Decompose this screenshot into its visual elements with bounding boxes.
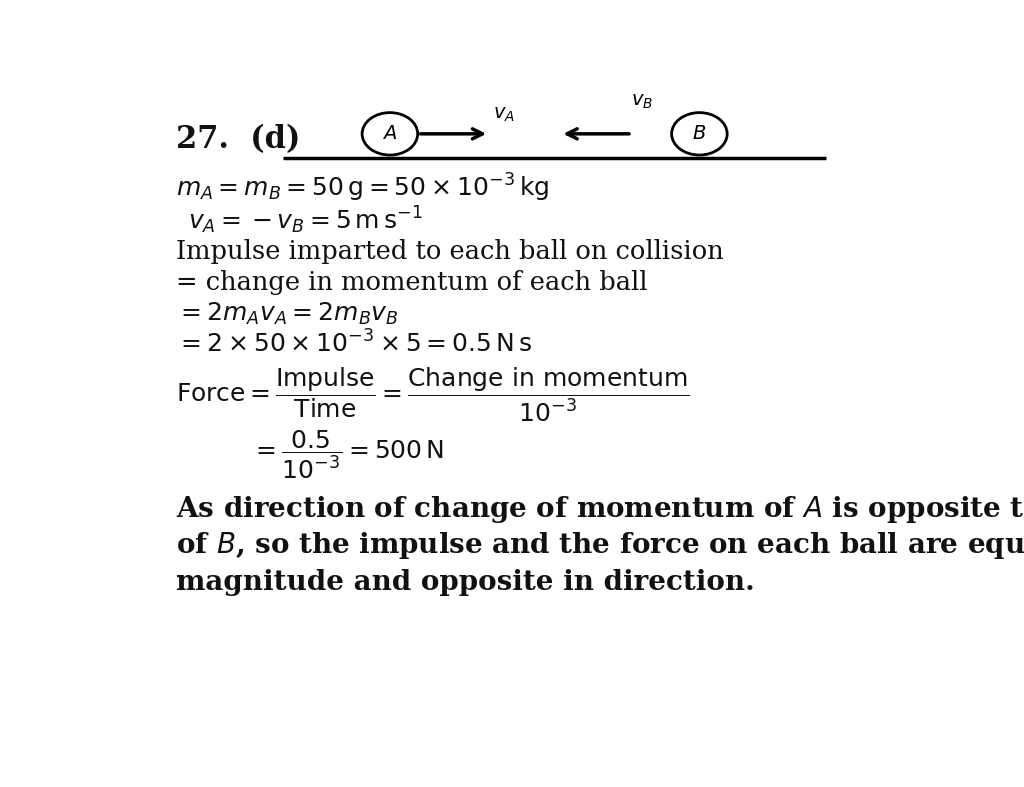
- Text: $A$: $A$: [382, 125, 397, 142]
- Text: $= 2m_A v_A = 2m_B v_B$: $= 2m_A v_A = 2m_B v_B$: [176, 301, 398, 327]
- Text: $v_B$: $v_B$: [631, 93, 653, 112]
- Text: of $B$, so the impulse and the force on each ball are equal in: of $B$, so the impulse and the force on …: [176, 530, 1024, 561]
- Text: $m_A = m_B = 50\,\mathrm{g} = 50 \times 10^{-3}\,\mathrm{kg}$: $m_A = m_B = 50\,\mathrm{g} = 50 \times …: [176, 172, 549, 205]
- Text: $v_A = -v_B = 5\,\mathrm{m\,s}^{-1}$: $v_A = -v_B = 5\,\mathrm{m\,s}^{-1}$: [187, 204, 422, 235]
- Text: $= 2 \times 50 \times 10^{-3} \times 5 = 0.5\,\mathrm{N\,s}$: $= 2 \times 50 \times 10^{-3} \times 5 =…: [176, 331, 531, 358]
- Text: 27.  (d): 27. (d): [176, 124, 300, 155]
- Text: $v_A$: $v_A$: [494, 105, 515, 124]
- Text: = change in momentum of each ball: = change in momentum of each ball: [176, 270, 647, 295]
- Text: $= \dfrac{0.5}{10^{-3}} = 500\,\mathrm{N}$: $= \dfrac{0.5}{10^{-3}} = 500\,\mathrm{N…: [251, 429, 444, 481]
- Text: $B$: $B$: [692, 125, 707, 142]
- Text: As direction of change of momentum of $A$ is opposite to that: As direction of change of momentum of $A…: [176, 494, 1024, 525]
- Text: magnitude and opposite in direction.: magnitude and opposite in direction.: [176, 569, 755, 596]
- Text: Impulse imparted to each ball on collision: Impulse imparted to each ball on collisi…: [176, 239, 723, 264]
- Text: $\mathrm{Force} = \dfrac{\mathrm{Impulse}}{\mathrm{Time}} = \dfrac{\mathrm{Chang: $\mathrm{Force} = \dfrac{\mathrm{Impulse…: [176, 365, 689, 423]
